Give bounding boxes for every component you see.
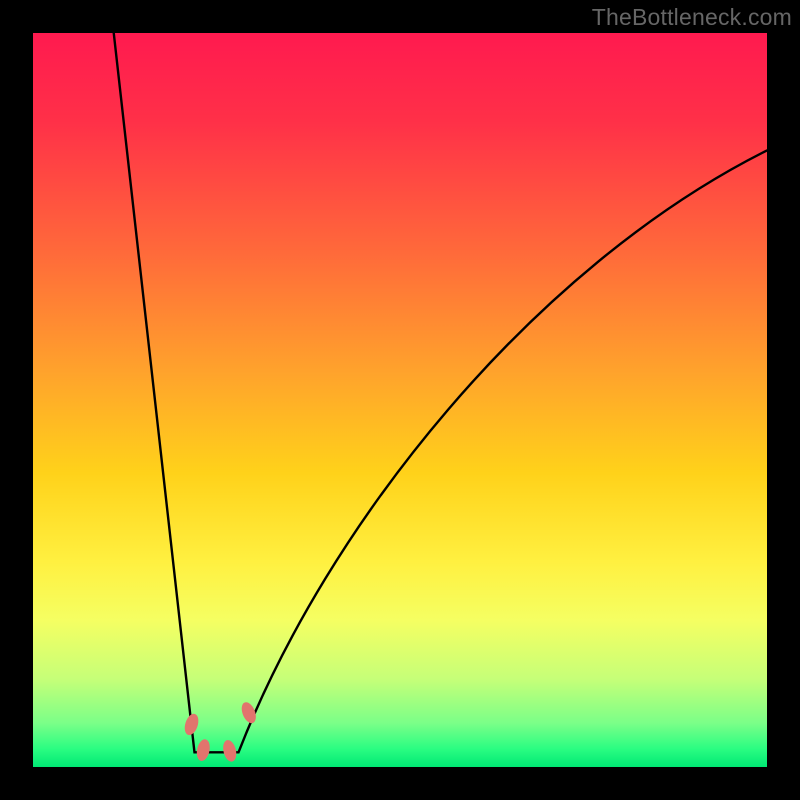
plot-background bbox=[33, 33, 767, 767]
chart-frame: TheBottleneck.com bbox=[0, 0, 800, 800]
watermark-text: TheBottleneck.com bbox=[592, 4, 792, 31]
bottleneck-chart bbox=[0, 0, 800, 800]
